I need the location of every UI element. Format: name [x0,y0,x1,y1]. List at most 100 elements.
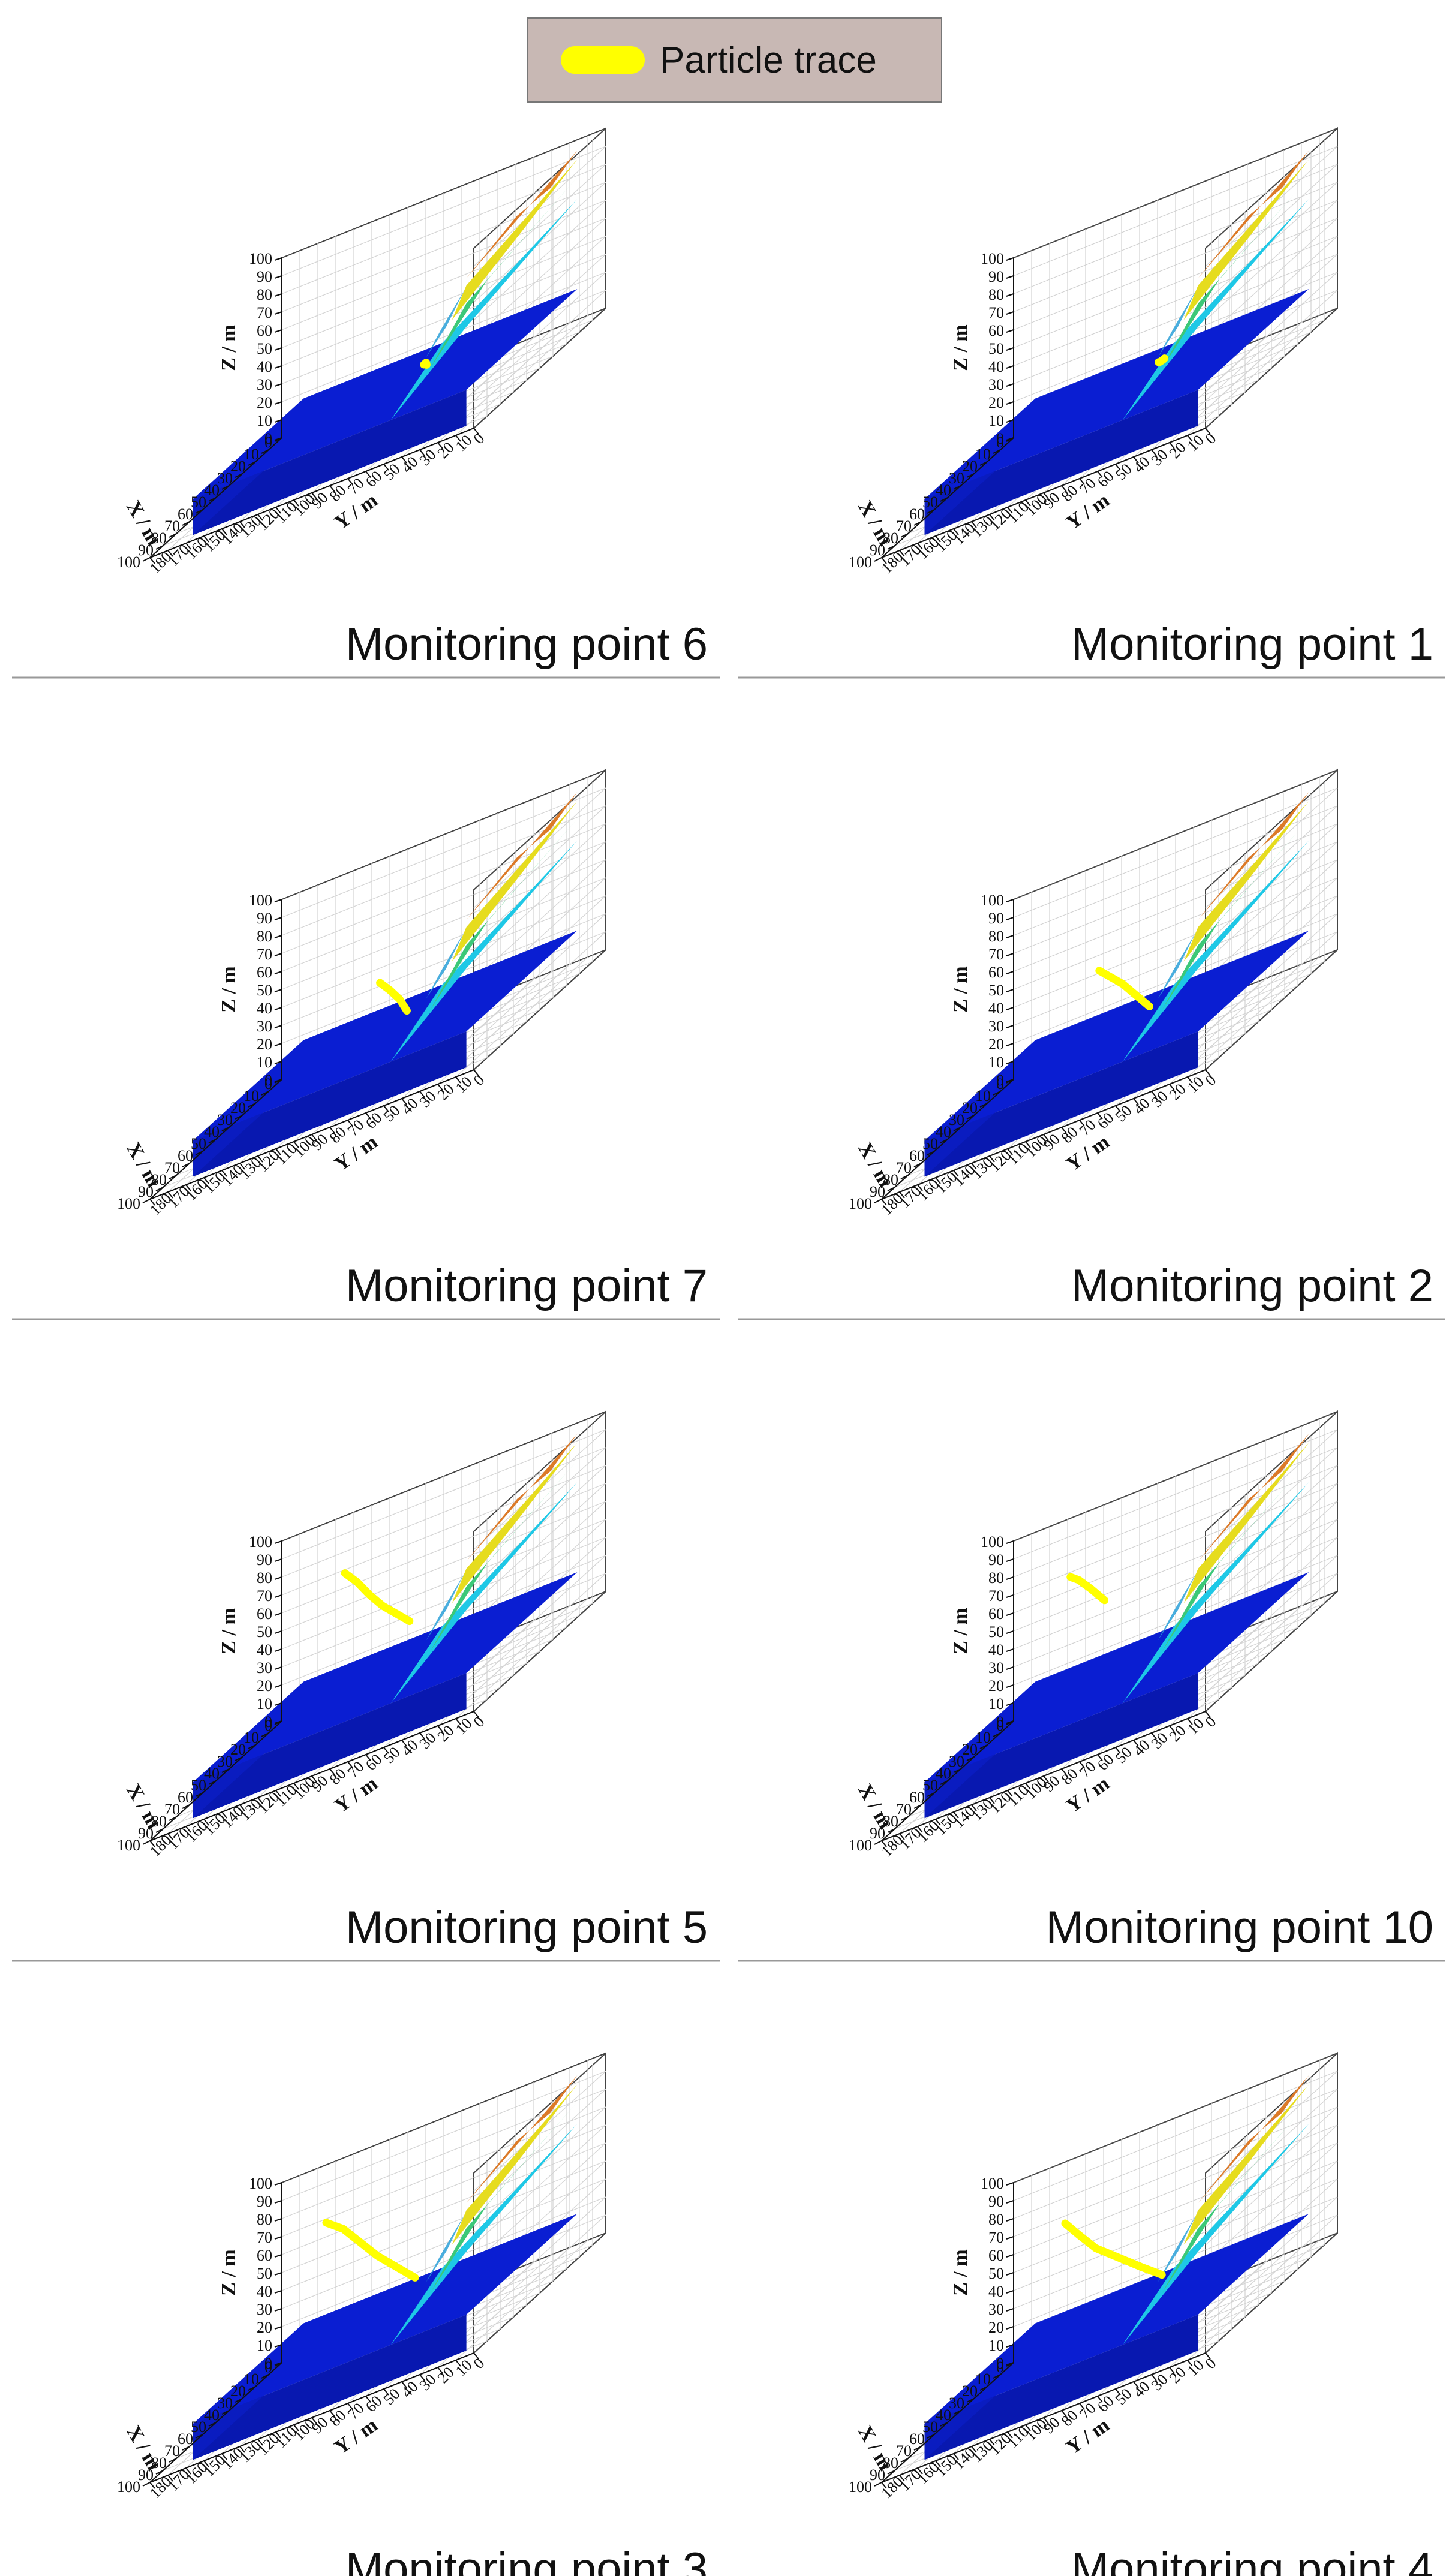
y-tick [935,1177,941,1184]
x-tick [221,485,230,490]
x-axis-label: X / m [853,497,897,549]
grid-line [1013,218,1338,348]
z-tick [274,2254,282,2258]
y-tick [1151,1732,1157,1740]
x-tick [221,1768,230,1773]
y-tick [1043,1134,1049,1141]
z-tick [1006,971,1014,974]
grid-line [1013,1555,1338,1686]
slope-yellow [1183,1443,1309,1603]
x-tick [993,1091,1001,1096]
z-tick [1006,365,1014,369]
x-tick [927,1792,935,1797]
z-tick [1006,1007,1014,1010]
x-tick [182,2446,190,2451]
grid-line [1013,1429,1338,1560]
z-tick-label: 10 [988,1054,1004,1071]
z-tick [1006,329,1014,333]
y-tick [185,1826,191,1833]
x-tick-label: 0 [996,434,1004,451]
x-tick [169,1816,177,1821]
z-tick [274,2344,282,2348]
y-tick [257,1155,263,1163]
x-tick [887,1187,895,1191]
x-tick [979,1744,988,1749]
z-tick-label: 100 [981,2175,1004,2192]
grid-line [281,236,606,366]
gully [1158,932,1196,999]
y-tick [329,485,335,492]
y-tick [203,535,209,543]
z-tick [274,1576,282,1580]
z-tick-label: 60 [988,322,1004,339]
y-tick [329,2410,335,2417]
terrain-surface [193,792,578,1177]
grid-line [281,2124,606,2255]
y-tick [293,499,299,507]
grid-line [281,895,606,1026]
z-axis-label: Z / m [218,324,240,371]
terrain-top [924,2214,1309,2424]
grid-line [281,2160,606,2291]
particle-trace [322,2219,419,2282]
x-tick [979,2386,988,2391]
z-tick [274,257,282,261]
z-tick-label: 40 [988,1641,1004,1659]
grid-line [1013,1483,1338,1614]
x-tick [274,1720,282,1725]
y-tick [455,1076,461,1084]
z-tick-label: 40 [988,2283,1004,2300]
z-tick-label: 90 [257,1551,272,1569]
peak-orange [1198,151,1309,278]
grid-line [281,182,606,312]
z-tick-label: 60 [988,964,1004,981]
z-tick-label: 60 [988,2247,1004,2264]
x-tick [195,509,203,514]
y-tick [953,528,959,535]
grid-line [281,1537,606,1668]
z-tick-label: 20 [988,2319,1004,2336]
grid-line [281,254,606,384]
gully [1158,290,1196,357]
x-tick [940,2422,948,2427]
z-tick [1006,2254,1014,2258]
x-tick [1006,1079,1014,1084]
x-tick-label: 50 [191,1135,206,1152]
z-tick-label: 80 [988,2211,1004,2228]
y-tick [257,514,263,521]
x-tick-label: 40 [936,1765,951,1782]
x-tick-label: 90 [870,541,885,559]
y-tick [347,1120,353,1127]
y-tick [437,1084,443,1091]
y-tick [149,557,155,564]
y-tick [329,1768,335,1775]
x-tick-label: 10 [243,2370,259,2388]
x-tick-label: 0 [996,1717,1004,1734]
terrain-front [924,2315,1198,2460]
x-tick [221,2410,230,2415]
y-tick [419,1091,425,1098]
y-tick [1079,1120,1085,1127]
x-tick-label: 70 [164,2442,180,2460]
peak-orange [466,151,578,278]
y-tick [383,464,389,471]
x-tick [966,1115,975,1120]
z-tick-label: 40 [257,1000,272,1017]
z-tick-label: 40 [988,1000,1004,1017]
z-tick-label: 90 [988,910,1004,927]
y-tick [1115,1747,1121,1754]
x-tick-label: 50 [191,493,206,511]
z-tick [1006,1025,1014,1028]
grid-line [281,1465,606,1596]
y-tick [1043,1775,1049,1783]
x-tick-label: 100 [849,1195,872,1212]
x-tick [993,1732,1001,1737]
x-tick [927,1151,935,1155]
y-tick [1025,1783,1031,1790]
z-tick-label: 10 [257,1054,272,1071]
x-tick [208,2422,217,2427]
z-tick-label: 0 [996,2355,1004,2372]
